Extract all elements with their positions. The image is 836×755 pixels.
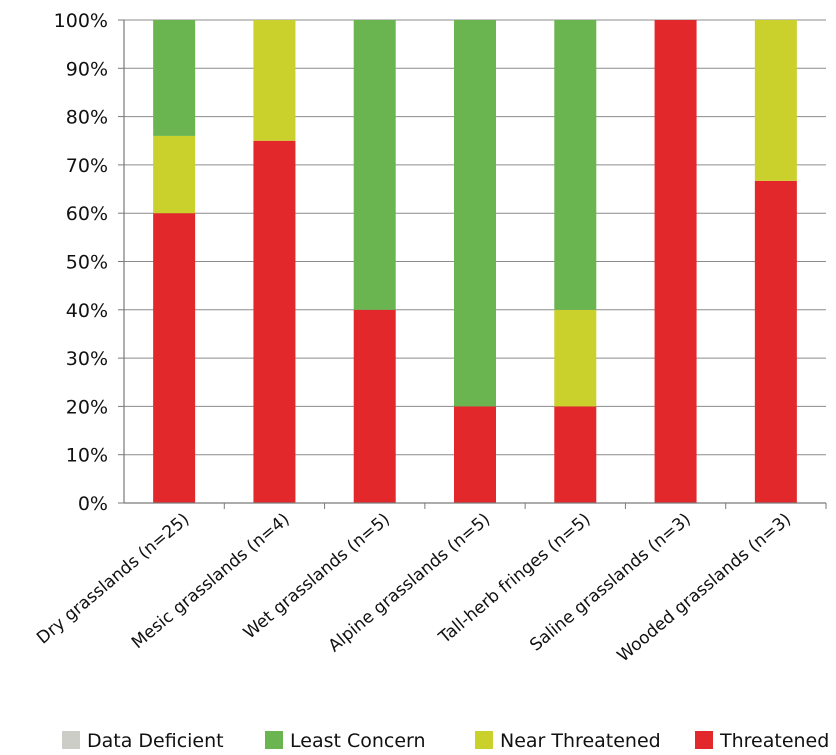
bar-segment-threatened (353, 309, 396, 503)
bars (153, 20, 797, 504)
bar-segment-threatened (754, 180, 797, 504)
bar-segment-least-concern (454, 20, 496, 407)
x-category-label: Mesic grasslands (n=4) (128, 510, 294, 654)
y-tick-label: 40% (66, 300, 108, 322)
y-tick-label: 80% (66, 107, 108, 129)
y-tick-label: 100% (54, 10, 108, 32)
legend-label-near-threatened: Near Threatened (500, 730, 661, 752)
x-category-label: Wooded grasslands (n=3) (614, 510, 795, 667)
y-tick-label: 30% (66, 348, 108, 370)
axes (118, 19, 827, 509)
y-tick-labels: 0% 10% 20% 30% 40% 50% 60% 70% 80% 90% 100% (54, 10, 108, 515)
y-tick-label: 20% (66, 396, 108, 418)
bar-segment-threatened (554, 406, 597, 503)
bar-segment-threatened (253, 140, 296, 503)
legend-swatch-data-deficient (62, 731, 80, 749)
bar-segment-near-threatened (754, 20, 797, 181)
y-tick-label: 70% (66, 155, 108, 177)
bar-segment-least-concern (353, 20, 396, 310)
legend-swatch-least-concern (265, 731, 283, 749)
x-category-label: Saline grasslands (n=3) (526, 510, 695, 656)
legend-label-threatened: Threatened (719, 730, 829, 752)
y-tick-label: 0% (78, 493, 108, 515)
bar-segment-near-threatened (554, 309, 597, 407)
x-category-labels: Dry grasslands (n=25)Mesic grasslands (n… (33, 510, 795, 667)
x-category-label: Alpine grasslands (n=5) (325, 510, 494, 657)
legend-swatch-near-threatened (475, 731, 493, 749)
y-tick-label: 50% (66, 252, 108, 274)
bar-segment-threatened (654, 20, 697, 503)
legend-swatch-threatened (695, 731, 713, 749)
bar-segment-threatened (153, 213, 196, 503)
y-tick-label: 60% (66, 203, 108, 225)
bar-segment-least-concern (554, 20, 597, 310)
bar-segment-least-concern (153, 20, 196, 136)
y-tick-label: 10% (66, 445, 108, 467)
bar-segment-near-threatened (153, 135, 196, 214)
bar-segment-near-threatened (253, 20, 296, 141)
bar-segment-threatened (454, 406, 496, 503)
legend-label-data-deficient: Data Deficient (87, 730, 224, 752)
legend-label-least-concern: Least Concern (290, 730, 426, 752)
y-tick-label: 90% (66, 58, 108, 80)
legend: Data Deficient Least Concern Near Threaten… (62, 730, 829, 752)
